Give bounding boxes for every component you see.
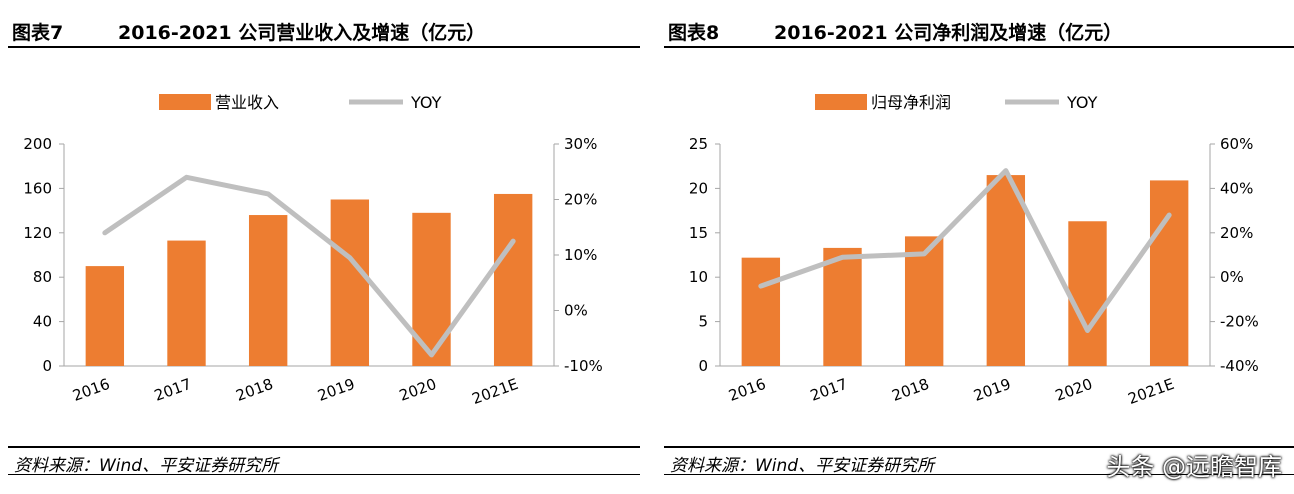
chart-title: 2016-2021 公司净利润及增速（亿元）	[774, 22, 1123, 44]
yoy-line	[102, 174, 516, 358]
x-tick-label: 2016	[70, 375, 112, 405]
source-rule-bottom	[8, 474, 640, 475]
legend-swatch-bar	[159, 94, 211, 110]
x-tick-label: 2020	[397, 375, 439, 405]
y-right-tick-label: -20%	[1220, 313, 1259, 331]
y-left-tick-label: 0	[698, 357, 708, 375]
legend-label-bar: 营业收入	[215, 93, 279, 112]
y-right-tick-label: 60%	[1220, 135, 1253, 153]
legend-swatch-bar	[815, 94, 867, 110]
figure-label: 图表8	[668, 22, 720, 44]
title-rule	[664, 46, 1294, 48]
x-tick-label: 2018	[233, 375, 275, 405]
x-tick-label: 2020	[1053, 375, 1095, 405]
yoy-point	[759, 284, 763, 288]
source-note: 资料来源：Wind、平安证券研究所	[670, 456, 935, 476]
y-right-tick-label: 30%	[564, 135, 597, 153]
y-left-tick-label: 40	[33, 313, 52, 331]
chart-title-bar: 图表8 2016-2021 公司净利润及增速（亿元）	[664, 8, 1294, 46]
y-left-tick-label: 200	[23, 135, 52, 153]
yoy-point	[1086, 328, 1089, 332]
x-tick-label: 2021E	[1126, 375, 1177, 408]
y-left-tick-label: 5	[698, 313, 708, 331]
x-tick-label: 2019	[971, 375, 1013, 405]
x-tick-label: 2017	[808, 375, 850, 405]
figure-label: 图表7	[12, 22, 64, 44]
y-right-tick-label: -10%	[564, 357, 603, 375]
revenue-chart: 营业收入 YOY 0 40 80 120 160 200 -10% 0% 10% 20% 30% 2016…	[23, 93, 603, 408]
y-right-tick-label: 0%	[1220, 268, 1244, 286]
yoy-point	[348, 256, 352, 260]
y-right-tick-label: 40%	[1220, 179, 1253, 197]
bar	[248, 215, 288, 366]
bar	[167, 240, 206, 366]
y-left-tick-label: 80	[33, 268, 52, 286]
yoy-point	[430, 353, 433, 357]
bar	[493, 193, 533, 366]
bar	[986, 175, 1026, 366]
bar	[85, 266, 125, 366]
bar	[1068, 221, 1107, 366]
legend-label-line: YOY	[1066, 93, 1098, 112]
y-right-tick-label: -40%	[1220, 357, 1259, 375]
watermark: 头条 @远瞻智库	[1106, 453, 1282, 481]
y-right-tick-label: 0%	[564, 302, 588, 320]
bar	[741, 257, 781, 366]
x-tick-label: 2017	[152, 375, 194, 405]
y-left-tick-label: 120	[23, 224, 52, 242]
yoy-point	[1167, 213, 1171, 217]
yoy-line	[758, 168, 1172, 333]
source-rule-top	[664, 446, 1294, 448]
y-right-tick-label: 10%	[564, 246, 597, 264]
yoy-point	[266, 192, 270, 196]
title-rule	[8, 46, 640, 48]
y-left-tick-label: 25	[689, 135, 708, 153]
x-tick-label: 2018	[889, 375, 931, 405]
bar	[1149, 180, 1189, 366]
yoy-point	[103, 231, 107, 235]
yoy-point	[1004, 169, 1008, 173]
source-rule-bottom	[664, 474, 1294, 475]
yoy-point	[511, 239, 515, 243]
net-profit-chart: 归母净利润 YOY 0 5 10 15 20 25 -40% -20% 0% 20% 40% 60% 201…	[689, 93, 1259, 408]
y-left-tick-label: 0	[42, 357, 52, 375]
y-right-tick-label: 20%	[564, 191, 597, 209]
yoy-point	[841, 255, 844, 259]
chart-title-bar: 图表7 2016-2021 公司营业收入及增速（亿元）	[8, 8, 640, 46]
source-note: 资料来源：Wind、平安证券研究所	[14, 456, 279, 476]
y-left-tick-label: 15	[689, 224, 708, 242]
chart-panel-revenue: 图表7 2016-2021 公司营业收入及增速（亿元） 营业收入 YOY 0 40 80…	[8, 0, 640, 494]
yoy-point	[185, 175, 188, 179]
bar	[412, 212, 451, 366]
x-tick-label: 2019	[315, 375, 357, 405]
yoy-point	[922, 252, 926, 256]
bar	[823, 247, 862, 366]
y-left-tick-label: 160	[23, 179, 52, 197]
chart-title: 2016-2021 公司营业收入及增速（亿元）	[118, 22, 486, 44]
y-right-tick-label: 20%	[1220, 224, 1253, 242]
bar	[904, 236, 944, 366]
source-rule-top	[8, 446, 640, 448]
bar	[330, 199, 370, 366]
legend-label-bar: 归母净利润	[871, 93, 951, 112]
chart-panel-net-profit: 图表8 2016-2021 公司净利润及增速（亿元） 归母净利润 YOY 0 5 10 1…	[664, 0, 1294, 494]
x-tick-label: 2021E	[470, 375, 521, 408]
legend-label-line: YOY	[410, 93, 442, 112]
y-left-tick-label: 20	[689, 179, 708, 197]
x-tick-label: 2016	[726, 375, 768, 405]
y-left-tick-label: 10	[689, 268, 708, 286]
